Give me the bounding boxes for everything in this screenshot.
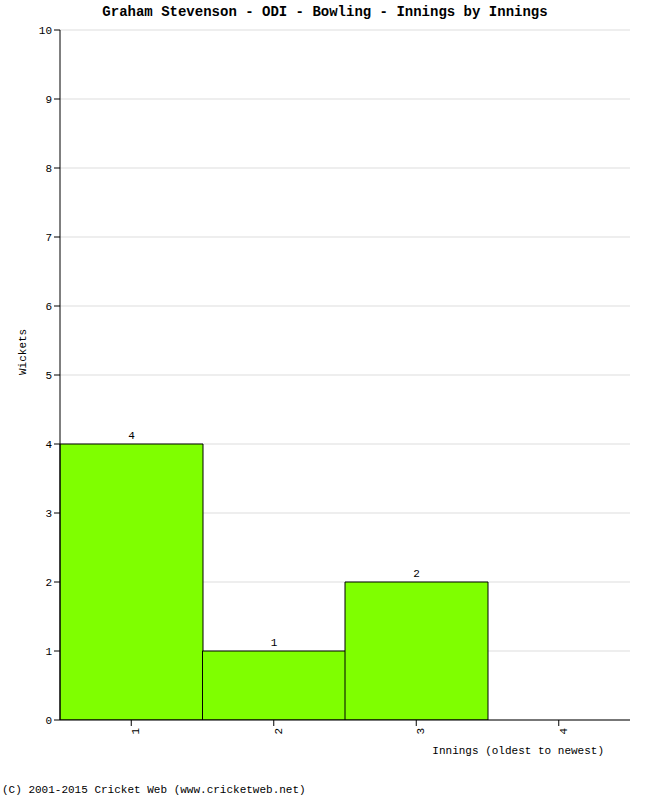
svg-text:Wickets: Wickets bbox=[17, 329, 29, 375]
svg-text:2: 2 bbox=[413, 568, 420, 580]
svg-text:0: 0 bbox=[45, 715, 52, 727]
svg-text:1: 1 bbox=[271, 637, 278, 649]
svg-text:1: 1 bbox=[45, 646, 52, 658]
svg-text:2: 2 bbox=[45, 577, 52, 589]
svg-text:3: 3 bbox=[45, 508, 52, 520]
svg-text:2: 2 bbox=[273, 728, 285, 735]
svg-text:1: 1 bbox=[130, 728, 142, 735]
svg-text:9: 9 bbox=[45, 94, 52, 106]
svg-text:4: 4 bbox=[128, 430, 135, 442]
svg-text:7: 7 bbox=[45, 232, 52, 244]
svg-text:3: 3 bbox=[415, 728, 427, 735]
svg-text:6: 6 bbox=[45, 301, 52, 313]
html-text:Graham Stevenson - ODI - Bowli: Graham Stevenson - ODI - Bowling - Innin… bbox=[102, 4, 548, 20]
svg-text:8: 8 bbox=[45, 163, 52, 175]
svg-text:5: 5 bbox=[45, 370, 52, 382]
svg-text:4: 4 bbox=[45, 439, 52, 451]
html-text:(C) 2001-2015 Cricket Web (www: (C) 2001-2015 Cricket Web (www.cricketwe… bbox=[2, 784, 306, 796]
svg-text:4: 4 bbox=[558, 728, 570, 735]
svg-text:10: 10 bbox=[39, 25, 52, 37]
svg-text:Innings (oldest to newest): Innings (oldest to newest) bbox=[432, 745, 604, 757]
